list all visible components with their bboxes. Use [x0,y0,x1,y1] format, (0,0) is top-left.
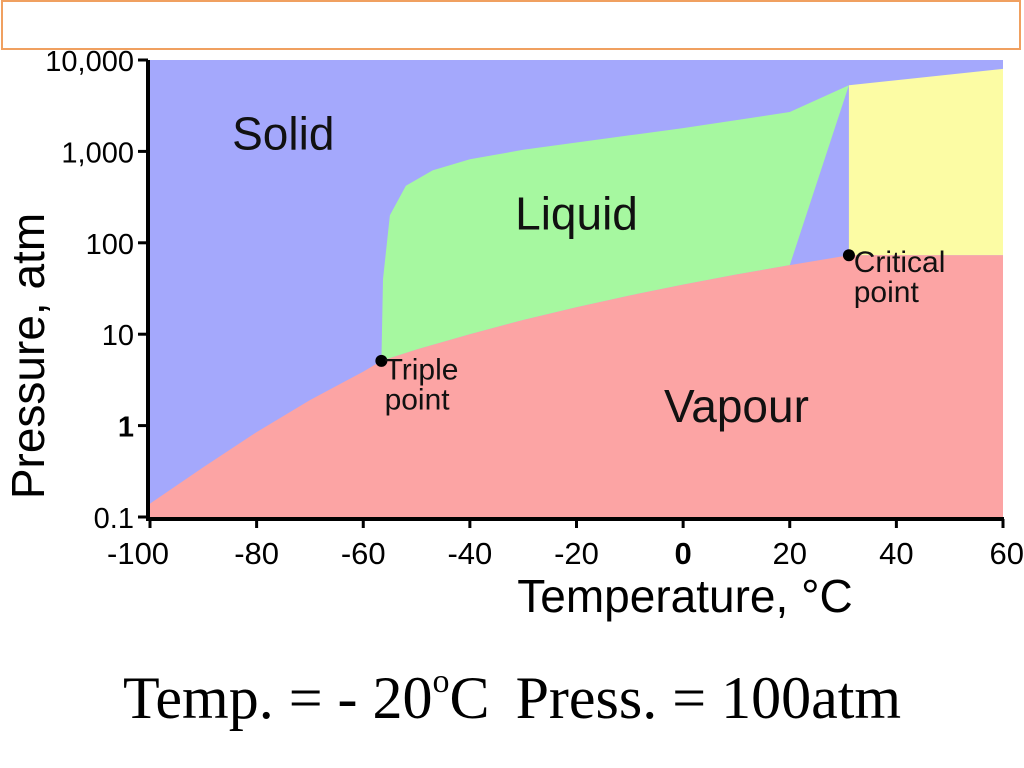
caption-degree-sup: o [432,663,450,700]
point-label: Critical [854,246,946,279]
x-tick-label: -80 [234,536,279,571]
x-tick-label: 20 [773,536,807,571]
x-tick-label: 40 [879,536,913,571]
caption-temperature-unit: C [449,665,490,731]
y-tick-label: 1,000 [61,137,134,169]
region-label-solid: Solid [232,107,334,159]
x-tick-label: -100 [107,536,169,571]
label-layer: SolidLiquidVapourTriplepointCriticalpoin… [232,107,945,431]
region-liquid [381,85,849,361]
y-tick-label: 1 [118,412,134,444]
point-label: Triple [385,353,459,386]
x-axis-label: Temperature, °C [517,570,852,622]
region-supercritical [848,68,1003,256]
point-label: point [854,276,920,309]
region-layer [150,60,1003,518]
caption-pressure: Press. = 100atm [515,665,902,731]
triple-point-marker [375,354,388,367]
y-tick-label: 0.1 [94,503,134,535]
region-label-liquid: Liquid [515,187,638,239]
title-box [1,0,1021,50]
phase-diagram-chart: -100 -80 -60 -40 -20 0 20 40 60 0.1 1 10 100 1,000 10,… [2,46,1024,622]
region-vapour [150,255,1003,518]
y-tick-label: 10 [102,320,134,352]
caption-temperature: Temp. = - 20 [122,665,433,731]
critical-point-marker [842,249,855,262]
x-tick-label: -20 [554,536,599,571]
region-label-vapour: Vapour [664,380,809,432]
y-tick-label: 10,000 [45,46,134,78]
y-axis-label: Pressure, atm [2,213,54,499]
x-tick-label: -40 [447,536,492,571]
caption: Temp. = - 20oC Press. = 100atm [0,664,1024,733]
x-tick-label: 60 [990,536,1024,571]
axes-layer: -100 -80 -60 -40 -20 0 20 40 60 0.1 1 10 100 1,000 10,… [2,46,1024,622]
y-tick-label: 100 [86,229,134,261]
x-tick-label: 0 [675,536,692,571]
x-tick-label: -60 [341,536,386,571]
point-label: point [385,383,451,416]
